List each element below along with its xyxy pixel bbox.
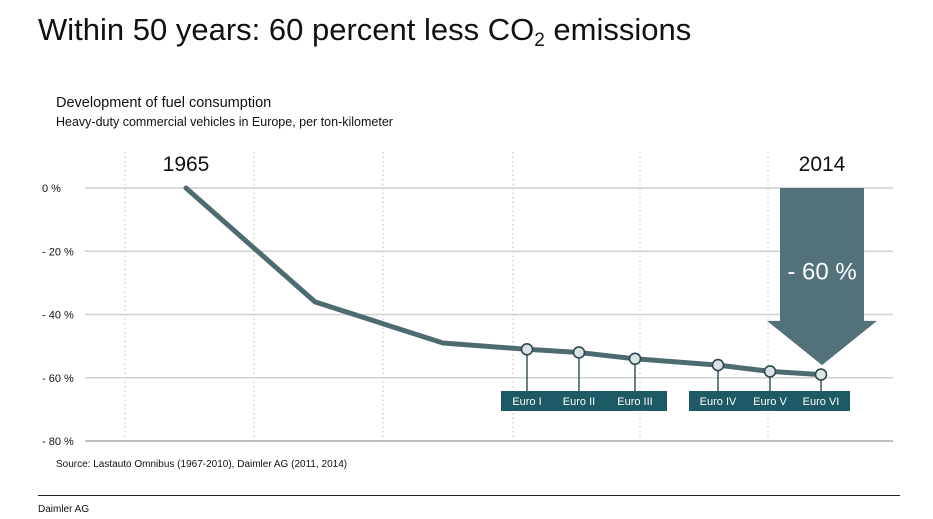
- euro-label-box: [550, 391, 608, 411]
- euro-label: Euro V: [753, 396, 787, 408]
- y-tick-label: - 40 %: [42, 310, 74, 322]
- data-point: [572, 346, 586, 359]
- y-tick-label: - 80 %: [42, 436, 74, 448]
- year-label: 2014: [799, 153, 846, 176]
- footer-brand: Daimler AG: [38, 504, 90, 515]
- data-line: [183, 185, 824, 378]
- euro-label-box: [744, 391, 796, 411]
- euro-label-box: [792, 391, 850, 411]
- slide-title: Within 50 years: 60 percent less CO2 emi…: [38, 12, 692, 51]
- footer-divider: [38, 495, 900, 496]
- data-point: [520, 342, 534, 356]
- source-note: Source: Lastauto Omnibus (1967-2010), Da…: [56, 459, 348, 470]
- euro-label-box: [689, 391, 747, 411]
- reduction-label: - 60 %: [787, 259, 856, 286]
- year-label: 1965: [163, 153, 210, 176]
- euro-label: Euro IV: [700, 396, 737, 408]
- chart-subtitle: Heavy-duty commercial vehicles in Europe…: [56, 115, 393, 129]
- y-tick-label: - 20 %: [42, 246, 74, 258]
- data-point: [814, 368, 828, 381]
- data-point: [763, 365, 777, 378]
- euro-label: Euro I: [512, 396, 541, 408]
- euro-label: Euro III: [617, 396, 652, 408]
- y-tick-label: - 60 %: [42, 373, 74, 385]
- euro-label-box: [603, 391, 667, 411]
- euro-label: Euro II: [563, 396, 595, 408]
- data-point: [628, 352, 642, 366]
- euro-label-box: [501, 391, 553, 411]
- reduction-arrow: [767, 188, 877, 366]
- y-tick-label: 0 %: [42, 183, 61, 195]
- euro-label: Euro VI: [803, 396, 840, 408]
- data-point: [711, 358, 725, 372]
- chart-title: Development of fuel consumption: [56, 95, 272, 111]
